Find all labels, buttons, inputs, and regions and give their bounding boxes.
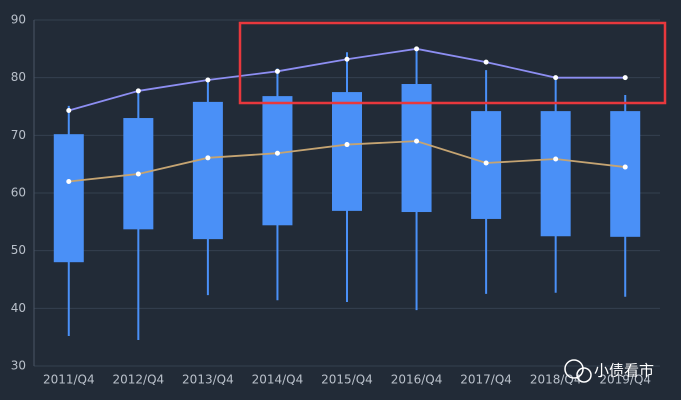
y-tick-label: 40 (11, 301, 26, 315)
y-tick-label: 70 (11, 128, 26, 142)
x-tick-label: 2018/Q4 (530, 373, 582, 387)
point (414, 46, 420, 52)
box (540, 111, 571, 237)
point (135, 88, 141, 94)
x-tick-label: 2011/Q4 (43, 373, 95, 387)
box (192, 101, 223, 240)
point (274, 150, 280, 156)
point (553, 156, 559, 162)
point (205, 155, 211, 161)
y-tick-label: 30 (11, 359, 26, 373)
watermark: 小债看市 (594, 362, 654, 380)
box (332, 92, 362, 211)
box (53, 134, 84, 263)
point (135, 171, 141, 177)
x-tick-label: 2016/Q4 (391, 373, 443, 387)
point (414, 138, 420, 144)
box (610, 111, 641, 237)
y-tick-label: 80 (11, 70, 26, 84)
x-tick-label: 2012/Q4 (112, 373, 164, 387)
point (622, 75, 628, 81)
point (66, 178, 72, 184)
x-tick-label: 2017/Q4 (460, 373, 512, 387)
point (344, 142, 350, 148)
plot-area: 30 40 50 60 70 80 90 2011/Q4 2012/Q4 2013/Q4 2014/… (11, 13, 660, 387)
x-tick-label: 2019/Q4 (599, 373, 651, 387)
point (483, 59, 489, 65)
point (622, 164, 628, 170)
point (274, 68, 280, 74)
y-tick-label: 60 (11, 186, 26, 200)
point (483, 160, 489, 166)
y-tick-label: 90 (11, 13, 26, 27)
highlight-box (238, 21, 667, 105)
x-tick-label: 2014/Q4 (252, 373, 304, 387)
point (66, 108, 72, 114)
box (401, 84, 432, 213)
x-tick-label: 2013/Q4 (182, 373, 234, 387)
box (262, 96, 293, 226)
x-tick-label: 2015/Q4 (321, 373, 373, 387)
point (553, 75, 559, 81)
y-tick-label: 50 (11, 243, 26, 257)
watermark-icon (564, 359, 592, 383)
point (205, 77, 211, 83)
point (344, 56, 350, 62)
